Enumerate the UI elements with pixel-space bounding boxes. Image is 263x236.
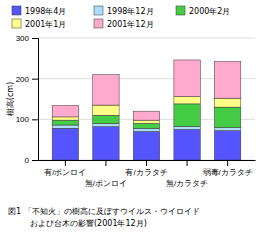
tick-mark <box>105 160 106 166</box>
grid <box>38 38 255 160</box>
tick: 200 <box>16 75 38 84</box>
tick: 有/ポンロイ <box>44 160 86 177</box>
chart: 0 100 200 300 有/ポンロイ無/ポンロイ 有/カラタチ無/カラタチ 弱毒/カラタ… <box>0 0 263 236</box>
axis-line <box>32 39 39 161</box>
series <box>52 104 241 128</box>
bar <box>174 104 200 126</box>
bar <box>93 115 119 123</box>
tick: 100 <box>16 115 38 124</box>
tick-mark <box>32 160 38 161</box>
x-axis: 有/ポンロイ無/ポンロイ 有/カラタチ無/カラタチ 弱毒/カラタチ <box>39 160 256 188</box>
tick: 有/カラタチ <box>125 160 167 177</box>
legend-label: 2001年12月 <box>107 20 154 29</box>
legend-swatch <box>176 6 185 15</box>
series <box>52 127 241 160</box>
legend-label: 1998年4月 <box>25 7 66 16</box>
bar <box>214 131 240 160</box>
tick: 0 <box>25 156 38 165</box>
legend-label: 1998年12月 <box>107 7 154 16</box>
bar <box>93 75 119 106</box>
bar <box>93 123 119 126</box>
subtitle: および台木の影響(2001年12月) <box>30 219 147 228</box>
tick-mark <box>32 119 38 120</box>
bars <box>52 60 241 160</box>
bar <box>93 127 119 160</box>
bar <box>174 97 200 104</box>
tick-label: 0 <box>25 156 30 165</box>
bar <box>214 62 240 99</box>
tick: 300 <box>16 34 38 43</box>
legend-swatch <box>94 6 103 15</box>
tick-label: 300 <box>16 34 30 43</box>
bar <box>133 111 159 120</box>
tick: 弱毒/カラタチ <box>203 160 253 177</box>
tick-mark <box>227 160 228 166</box>
bar <box>214 127 240 130</box>
tick-mark <box>187 160 188 166</box>
bar <box>214 98 240 107</box>
bar <box>174 126 200 129</box>
bar <box>133 132 159 160</box>
legend: 1998年4月 1998年12月 2000年2月 2001年1月 2001年12月 <box>12 6 230 29</box>
legend-label: 2001年1月 <box>25 20 66 29</box>
legend-label: 2000年2月 <box>189 7 230 16</box>
legend-item: 2000年2月 <box>176 6 230 16</box>
series <box>52 97 241 124</box>
bar <box>174 60 200 97</box>
legend-item: 1998年4月 <box>12 6 66 16</box>
y-axis: 0 100 200 300 <box>16 34 39 165</box>
bar <box>52 125 78 128</box>
title: 図1 「不知火」の樹高に及ぼすウイルス・ウイロイド <box>8 207 200 216</box>
tick-mark <box>146 160 147 166</box>
legend-item: 2001年1月 <box>12 19 66 29</box>
bar <box>133 123 159 128</box>
legend-swatch <box>12 19 21 28</box>
series <box>52 123 241 131</box>
series <box>52 60 241 120</box>
tick-label: 有/ポンロイ <box>44 168 86 177</box>
bar <box>52 128 78 160</box>
bar <box>93 105 119 115</box>
legend-swatch <box>94 19 103 28</box>
y-axis-title: 樹高(cm) <box>6 82 15 116</box>
tick-label: 無/ポンロイ <box>85 179 127 188</box>
legend-item: 1998年12月 <box>94 6 154 16</box>
tick-mark <box>65 160 66 166</box>
bar <box>133 128 159 131</box>
tick-label: 有/カラタチ <box>125 168 167 177</box>
bar <box>133 120 159 123</box>
legend-swatch <box>12 6 21 15</box>
tick-mark <box>32 79 38 80</box>
bar <box>174 130 200 161</box>
tick-label: 200 <box>16 75 30 84</box>
bar <box>52 106 78 117</box>
tick-label: 無/カラタチ <box>166 179 208 188</box>
bar <box>52 120 78 125</box>
tick: 無/ポンロイ <box>85 160 127 188</box>
tick-mark <box>32 38 38 39</box>
plot: 0 100 200 300 有/ポンロイ無/ポンロイ 有/カラタチ無/カラタチ 弱毒/カラタ… <box>16 34 256 188</box>
grid-line <box>38 38 255 39</box>
tick-label: 弱毒/カラタチ <box>203 168 253 177</box>
bar <box>52 117 78 120</box>
legend-item: 2001年12月 <box>94 19 154 29</box>
tick-label: 100 <box>16 115 30 124</box>
bar <box>214 107 240 127</box>
